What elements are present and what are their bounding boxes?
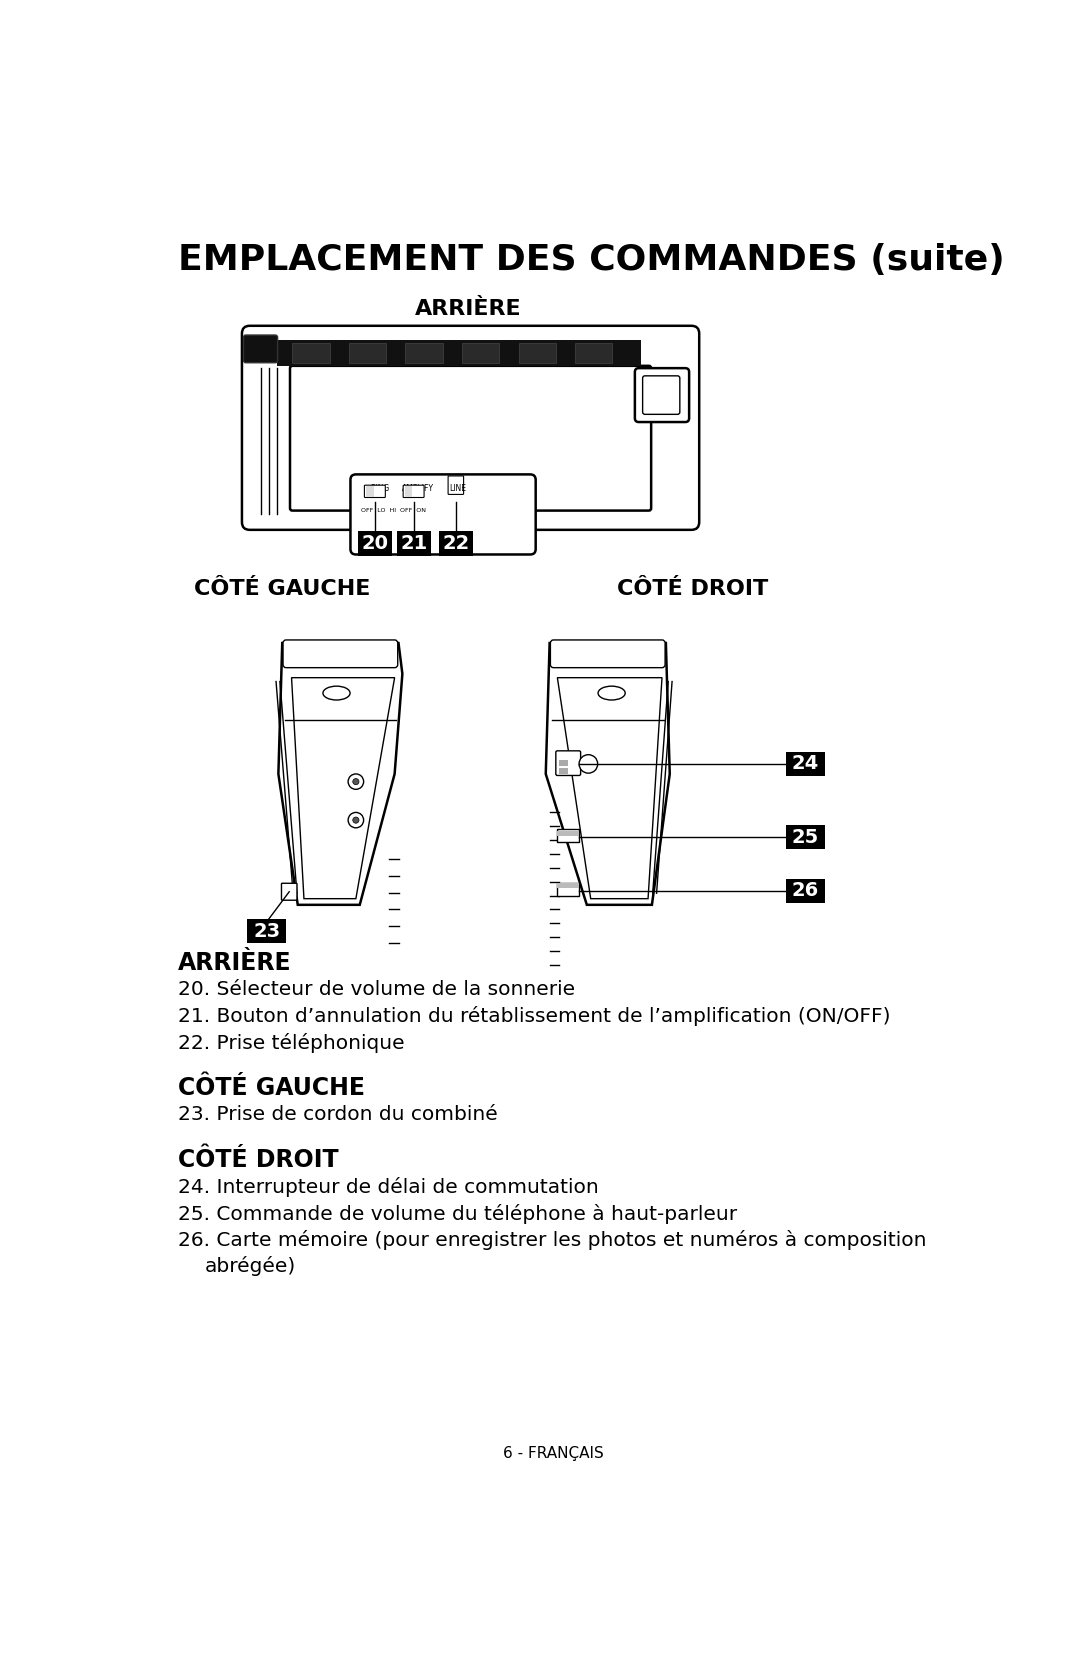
- FancyBboxPatch shape: [643, 376, 679, 414]
- Bar: [559, 759, 568, 766]
- Bar: [786, 878, 825, 903]
- FancyBboxPatch shape: [283, 639, 397, 668]
- FancyBboxPatch shape: [364, 486, 386, 497]
- Bar: [405, 486, 413, 497]
- Bar: [557, 829, 579, 841]
- Polygon shape: [545, 643, 670, 905]
- Text: CÔTÉ GAUCHE: CÔTÉ GAUCHE: [194, 579, 370, 599]
- Text: 22: 22: [442, 534, 470, 552]
- FancyBboxPatch shape: [448, 476, 463, 494]
- Text: 26. Carte mémoire (pour enregistrer les photos et numéros à composition: 26. Carte mémoire (pour enregistrer les …: [177, 1230, 927, 1250]
- Circle shape: [579, 754, 597, 773]
- Text: abrégée): abrégée): [205, 1257, 296, 1275]
- Bar: [786, 824, 825, 850]
- Text: EMPLACEMENT DES COMMANDES (suite): EMPLACEMENT DES COMMANDES (suite): [177, 242, 1004, 277]
- Text: 26: 26: [792, 881, 819, 901]
- Circle shape: [353, 818, 359, 823]
- FancyBboxPatch shape: [556, 751, 581, 776]
- Text: LINE: LINE: [449, 484, 465, 492]
- Text: 24: 24: [792, 754, 819, 773]
- Text: RING: RING: [369, 484, 389, 492]
- Text: CÔTÉ DROIT: CÔTÉ DROIT: [618, 579, 769, 599]
- FancyBboxPatch shape: [282, 883, 297, 900]
- FancyBboxPatch shape: [635, 369, 689, 422]
- Text: AMPLIFY: AMPLIFY: [403, 484, 434, 492]
- Text: ARRIÈRE: ARRIÈRE: [415, 299, 522, 319]
- FancyBboxPatch shape: [243, 335, 278, 362]
- Text: CÔTÉ DROIT: CÔTÉ DROIT: [177, 1148, 338, 1172]
- Text: 20. Sélecteur de volume de la sonnerie: 20. Sélecteur de volume de la sonnerie: [177, 980, 575, 1000]
- Bar: [349, 342, 387, 362]
- Bar: [293, 342, 329, 362]
- Bar: [557, 883, 579, 888]
- Bar: [557, 883, 579, 896]
- Text: ARRIÈRE: ARRIÈRE: [177, 951, 292, 975]
- Text: 6 - FRANÇAIS: 6 - FRANÇAIS: [503, 1445, 604, 1460]
- Bar: [786, 751, 825, 776]
- Circle shape: [353, 778, 359, 784]
- Bar: [462, 342, 499, 362]
- FancyBboxPatch shape: [403, 486, 424, 497]
- Text: 20: 20: [362, 534, 389, 552]
- Bar: [276, 340, 642, 366]
- Bar: [247, 918, 286, 943]
- Bar: [366, 486, 374, 497]
- Text: 25. Commande de volume du téléphone à haut-parleur: 25. Commande de volume du téléphone à ha…: [177, 1203, 737, 1223]
- Text: 22. Prise téléphonique: 22. Prise téléphonique: [177, 1033, 404, 1053]
- Text: 24. Interrupteur de délai de commutation: 24. Interrupteur de délai de commutation: [177, 1177, 598, 1197]
- Text: OFF  LO  HI: OFF LO HI: [361, 509, 395, 514]
- Bar: [405, 342, 443, 362]
- Circle shape: [348, 774, 364, 789]
- Text: 21. Bouton d’annulation du rétablissement de l’amplification (ON/OFF): 21. Bouton d’annulation du rétablissemen…: [177, 1006, 890, 1026]
- FancyBboxPatch shape: [350, 474, 536, 554]
- FancyBboxPatch shape: [242, 325, 699, 529]
- Text: 25: 25: [792, 828, 819, 846]
- FancyBboxPatch shape: [551, 639, 665, 668]
- Bar: [559, 768, 568, 774]
- Bar: [359, 531, 392, 556]
- Polygon shape: [279, 643, 403, 905]
- Bar: [438, 531, 473, 556]
- Bar: [518, 342, 556, 362]
- Bar: [576, 342, 612, 362]
- Text: CÔTÉ GAUCHE: CÔTÉ GAUCHE: [177, 1077, 365, 1100]
- Text: 21: 21: [401, 534, 428, 552]
- Bar: [397, 531, 431, 556]
- Bar: [557, 831, 579, 836]
- Text: 23: 23: [253, 921, 281, 941]
- Text: 23. Prise de cordon du combiné: 23. Prise de cordon du combiné: [177, 1105, 498, 1123]
- Text: OFF  ON: OFF ON: [400, 509, 426, 514]
- Circle shape: [348, 813, 364, 828]
